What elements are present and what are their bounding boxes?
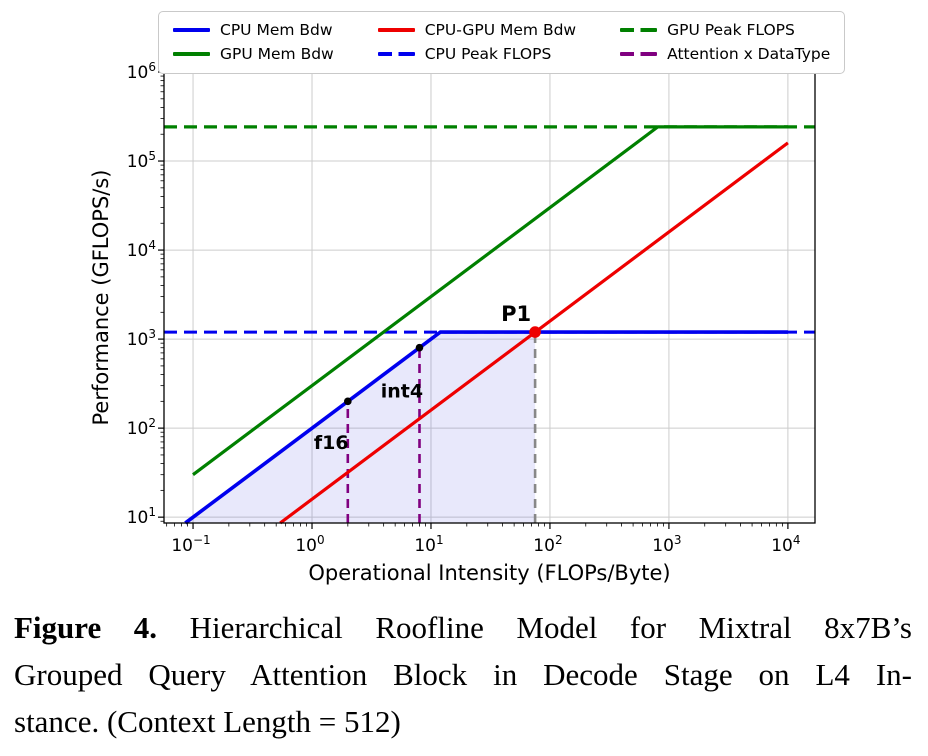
svg-text:101: 101 [127,505,156,528]
gpu-mem-bdw-line-swatch [173,52,210,56]
cpu-mem-bdw-line-swatch [173,28,210,32]
svg-text:103: 103 [652,533,681,556]
svg-text:f16: f16 [314,432,349,454]
figure-number-label: Figure 4. [14,610,158,645]
legend-item-gpu-peak-flops: GPU Peak FLOPS [620,19,830,41]
legend-item-attention-datatype: Attention x DataType [620,43,830,65]
gpu-peak-flops-line-swatch [620,28,658,32]
svg-text:104: 104 [127,238,156,261]
svg-text:106: 106 [127,60,156,83]
legend-label: Attention x DataType [667,45,831,63]
caption-line-2: Grouped Query Attention Block in Decode … [14,657,912,692]
roofline-plot-canvas: f16 int4 P1 10−1 100 101 102 103 104 101 102 103 104… [89,60,816,585]
svg-text:101: 101 [414,533,443,556]
legend-label: CPU Peak FLOPS [424,45,552,63]
svg-text:10−1: 10−1 [171,533,210,556]
svg-text:Operational Intensity (FLOPs/B: Operational Intensity (FLOPs/Byte) [308,561,670,585]
svg-text:int4: int4 [381,381,423,403]
caption-text: Hierarchical Roofline Model for Mixtral … [189,610,913,645]
legend-item-cpu-gpu-mem-bdw: CPU-GPU Mem Bdw [377,19,577,41]
legend-item-gpu-mem-bdw: GPU Mem Bdw [173,43,334,65]
figure-caption: Figure 4. Hierarchical Roofline Model fo… [14,604,912,745]
chart-legend: CPU Mem Bdw CPU-GPU Mem Bdw GPU Peak FLO… [158,11,846,74]
legend-label: GPU Mem Bdw [220,45,334,63]
attention-datatype-line-swatch [620,52,658,56]
legend-label: GPU Peak FLOPS [667,21,795,39]
svg-text:Performance (GFLOPS/s): Performance (GFLOPS/s) [89,170,113,426]
caption-line-3: stance. (Context Length = 512) [14,704,401,739]
legend-item-cpu-peak-flops: CPU Peak FLOPS [377,43,576,65]
cpu-peak-flops-line-swatch [377,52,415,56]
cpu-gpu-mem-bdw-line-swatch [377,28,415,32]
legend-item-cpu-mem-bdw: CPU Mem Bdw [173,19,334,41]
svg-text:100: 100 [295,533,324,556]
svg-text:105: 105 [127,149,156,172]
svg-text:103: 103 [127,327,156,350]
legend-label: CPU Mem Bdw [220,21,333,39]
svg-text:104: 104 [771,533,800,556]
svg-text:102: 102 [127,416,156,439]
svg-text:P1: P1 [501,302,531,326]
caption-line-1: Figure 4. Hierarchical Roofline Model fo… [14,604,912,651]
roofline-chart: CPU Mem Bdw CPU-GPU Mem Bdw GPU Peak FLO… [89,11,846,585]
legend-label: CPU-GPU Mem Bdw [424,21,577,39]
svg-text:102: 102 [533,533,562,556]
